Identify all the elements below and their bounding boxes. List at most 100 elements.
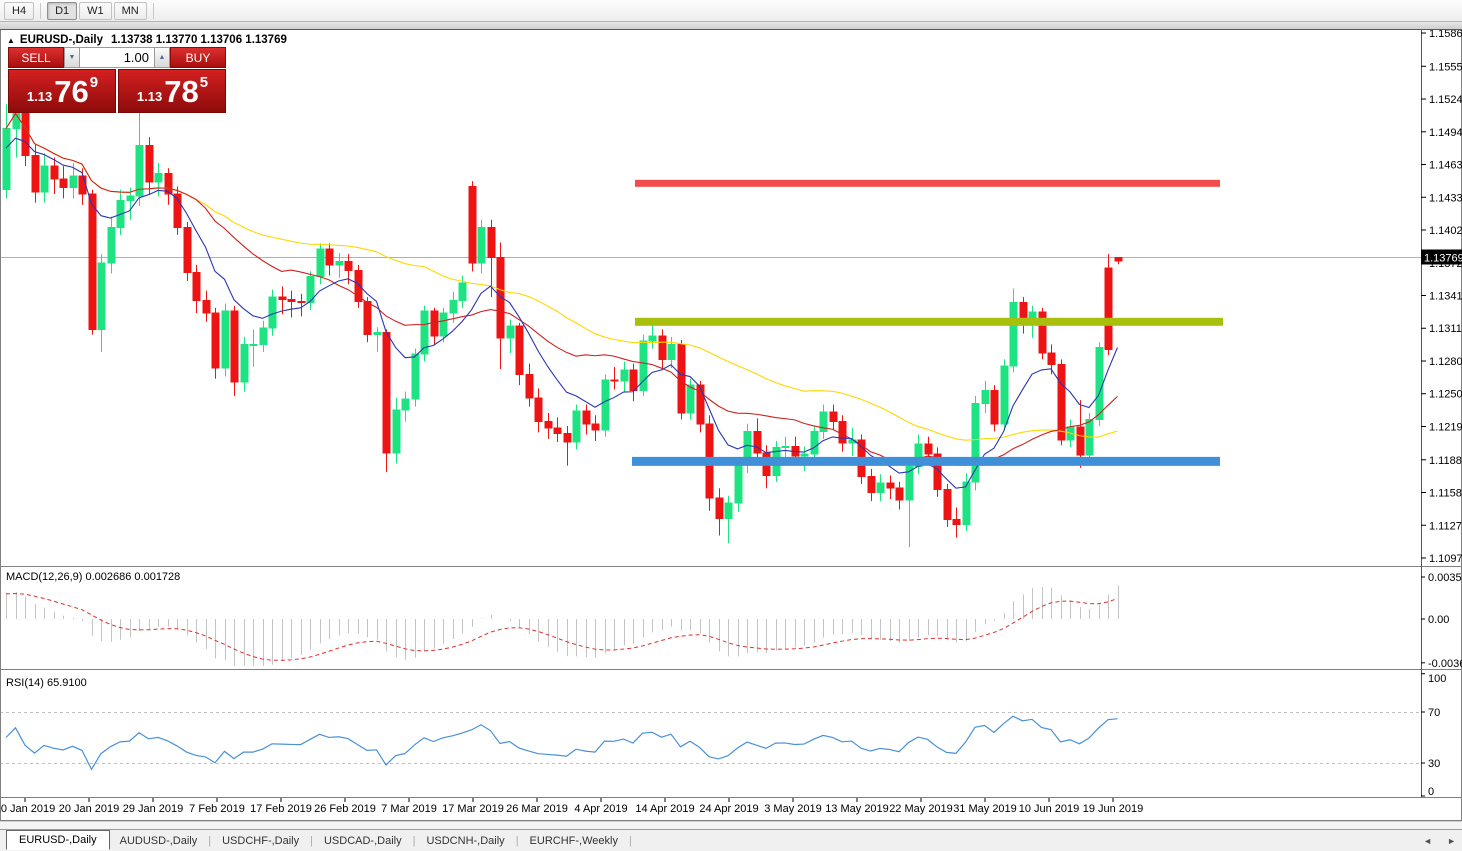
candle-body [534,397,543,423]
macd-axis-label: 0.003518 [1428,572,1462,584]
candle-body [506,325,515,339]
ma-slow-yellow-line [5,112,1118,441]
candle-body [715,497,724,519]
date-axis-label: 14 Apr 2019 [635,803,694,815]
tab-eurchf-weekly[interactable]: EURCHF-,Weekly [529,834,618,847]
candle-body [78,175,87,195]
date-axis-label: 24 Apr 2019 [699,803,758,815]
candle-body [173,193,182,228]
candle-body [895,487,904,501]
sell-price-prefix: 1.13 [26,88,53,104]
tab-audusd-daily[interactable]: AUDUSD-,Daily [119,834,198,847]
candle-body [829,411,838,423]
horizontal-scrollbar[interactable] [0,821,1462,829]
buy-button[interactable]: BUY [170,47,226,68]
candle-body [259,327,268,345]
candle-body [316,248,325,278]
volume-input[interactable] [80,47,154,68]
tab-divider: | [412,834,416,847]
date-axis-label: 3 May 2019 [764,803,821,815]
candle-body [325,248,334,266]
date-axis-label: 17 Feb 2019 [250,803,312,815]
candle-body [591,423,600,431]
tab-divider: | [208,834,212,847]
buy-price-button[interactable]: 1.13 78 5 [118,69,226,113]
tab-scroll-left-icon[interactable]: ◄ [1423,836,1433,846]
date-axis-label: 26 Mar 2019 [506,803,568,815]
price-axis-label: 1.12195 [1429,421,1462,433]
candle-body [582,410,591,425]
date-axis-label: 29 Jan 2019 [123,803,184,815]
volume-increase-icon[interactable]: ▲ [154,47,170,68]
timeframe-d1-button[interactable]: D1 [47,1,78,20]
candle-body [724,502,733,519]
buy-price-pip: 5 [199,73,209,91]
current-price-tag-label: 1.13769 [1424,253,1462,265]
candle-body [249,343,258,346]
candle-body [800,453,809,457]
candle-body [810,430,819,455]
sell-price-button[interactable]: 1.13 76 9 [8,69,116,113]
candle-body [544,421,553,429]
candle-body [1095,347,1104,421]
candle-body [344,261,353,271]
rsi-axis-label: 70 [1428,707,1440,719]
hline-resistance-red [635,179,1220,187]
candle-body [990,390,999,425]
tab-usdchf-daily[interactable]: USDCHF-,Daily [222,834,300,847]
candle-body [620,369,629,382]
candle-body [439,312,448,337]
tab-usdcnh-daily[interactable]: USDCNH-,Daily [426,834,505,847]
candle-body [449,299,458,314]
candle-body [278,296,287,300]
price-axis-label: 1.14025 [1429,225,1462,237]
tab-eurusd-daily[interactable]: EURUSD-,Daily [6,829,110,850]
tab-divider: | [515,834,519,847]
candle-body [59,178,68,189]
candle-body [905,466,914,501]
candle-body [1114,256,1123,262]
candle-body [363,300,372,336]
price-axis-label: 1.12500 [1429,389,1462,401]
tab-divider: | [628,834,632,847]
sell-price-main: 76 [54,73,89,109]
candle-body [686,384,695,414]
date-axis-label: 13 May 2019 [825,803,889,815]
candle-body [1057,364,1066,441]
hline-resistance-olive [635,317,1223,326]
candle-body [553,427,562,434]
date-axis-label: 4 Apr 2019 [574,803,627,815]
candle-body [971,402,980,483]
candle-body [335,261,344,266]
timeframe-mn-button[interactable]: MN [113,1,147,20]
sell-button[interactable]: SELL [8,47,64,68]
timeframe-w1-button[interactable]: W1 [79,1,112,20]
candle-body [458,282,467,301]
date-axis-label: 7 Mar 2019 [381,803,437,815]
candle-body [1000,365,1009,425]
candle-body [867,475,876,494]
candle-body [525,373,534,399]
date-axis-label: 10 Jan 2019 [0,803,55,815]
candle-body [677,343,686,414]
candle-body [97,262,106,330]
timeframe-h4-button[interactable]: H4 [4,1,35,20]
one-click-collapse-icon[interactable]: ▲ [7,35,15,45]
candle-body [230,310,239,383]
volume-decrease-icon[interactable]: ▼ [64,47,80,68]
rsi-indicator-label: RSI(14) 65.9100 [6,677,87,689]
candle-body [914,443,923,468]
candle-body [2,128,11,191]
date-axis-label: 19 Jun 2019 [1083,803,1144,815]
tab-scroll-right-icon[interactable]: ► [1447,836,1456,846]
price-axis-label: 1.15245 [1429,94,1462,106]
candle-body [107,226,116,264]
price-axis-label: 1.13110 [1429,323,1462,335]
tab-usdcad-daily[interactable]: USDCAD-,Daily [323,834,402,847]
candle-body [164,173,173,195]
date-axis-label: 17 Mar 2019 [442,803,504,815]
candle-body [487,226,496,258]
candle-body [648,335,657,342]
chart-symbol-label: EURUSD-,Daily [19,34,103,46]
